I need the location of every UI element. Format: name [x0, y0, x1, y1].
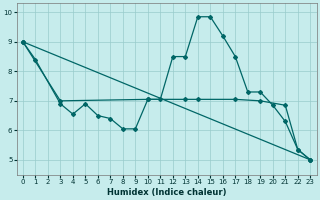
- X-axis label: Humidex (Indice chaleur): Humidex (Indice chaleur): [107, 188, 226, 197]
